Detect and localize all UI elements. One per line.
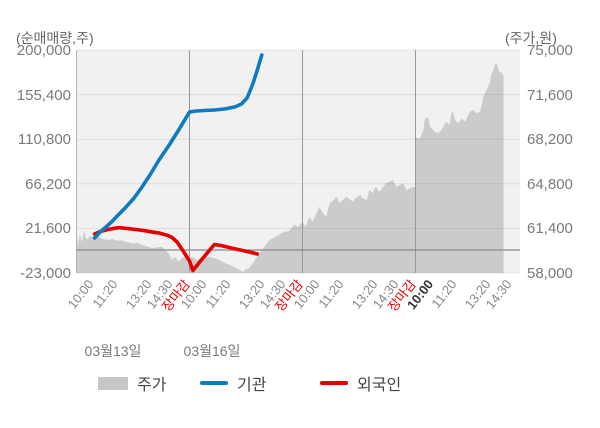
left-tick-label: 110,800 xyxy=(17,131,71,149)
legend-label-price: 주가 xyxy=(137,377,167,394)
left-tick-label: 200,000 xyxy=(16,42,71,59)
left-tick-label: 155,400 xyxy=(16,86,71,104)
left-tick-label: -23,000 xyxy=(20,265,71,282)
right-tick-label: 71,600 xyxy=(527,86,573,104)
right-tick-label: 58,000 xyxy=(527,265,573,282)
right-tick-label: 68,200 xyxy=(527,131,573,149)
legend-item-institution: 기관 xyxy=(200,373,267,394)
right-tick-label: 64,800 xyxy=(527,175,573,193)
right-tick-label: 61,400 xyxy=(527,220,573,238)
right-axis-title: (주가,원) xyxy=(505,30,557,46)
left-tick-label: 21,600 xyxy=(25,220,71,238)
institution-line-swatch xyxy=(200,381,228,385)
left-tick-label: 66,200 xyxy=(25,175,71,193)
legend-item-foreigner: 외국인 xyxy=(320,373,402,394)
legend-label-foreigner: 외국인 xyxy=(357,377,402,394)
price-area-swatch xyxy=(98,376,128,390)
foreigner-line-series xyxy=(92,225,260,273)
x-date-label: 03월16일 xyxy=(183,343,241,359)
institution-line-series xyxy=(92,53,264,240)
x-date-label: 03월13일 xyxy=(84,343,142,359)
left-axis-title: (순매매량,주) xyxy=(16,30,94,46)
legend-label-institution: 기관 xyxy=(237,377,267,394)
foreigner-line-swatch xyxy=(320,381,348,385)
legend-item-price: 주가 xyxy=(98,373,167,394)
right-tick-label: 75,000 xyxy=(527,42,573,59)
price-area-series xyxy=(76,63,504,274)
